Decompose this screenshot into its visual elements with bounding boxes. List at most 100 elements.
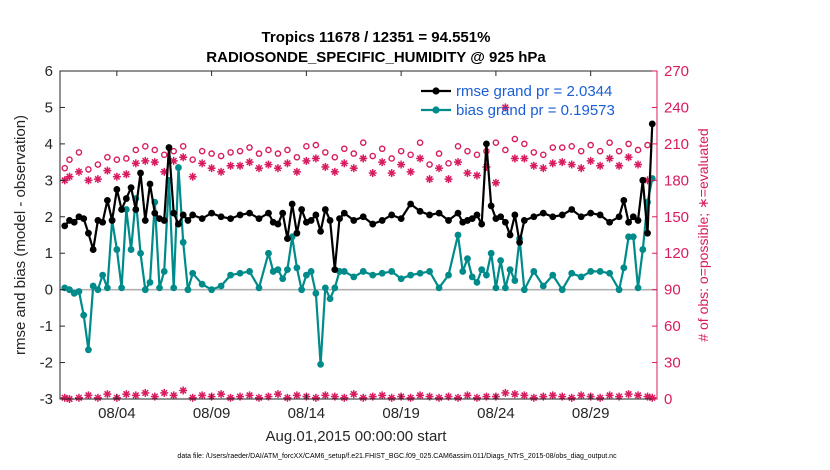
bias-point	[175, 164, 182, 171]
possible-count-marker	[132, 146, 140, 154]
bias-point	[217, 282, 225, 290]
star-stroke	[94, 175, 102, 183]
evaluated-count-marker	[330, 167, 339, 176]
rmse-point	[70, 218, 78, 226]
bottom-count-marker	[387, 393, 396, 402]
rmse-point	[236, 211, 244, 219]
bias-point	[459, 268, 467, 275]
rmse-point	[644, 229, 651, 237]
bottom-count-marker	[255, 393, 263, 402]
evaluated-count-marker	[103, 166, 112, 175]
evaluated-count-marker	[188, 172, 197, 181]
evaluated-count-marker	[131, 159, 140, 168]
rmse-point	[137, 169, 144, 177]
rmse-point	[577, 213, 585, 221]
evaluated-count-marker	[217, 167, 226, 176]
rmse-point	[473, 211, 481, 219]
bias-point	[549, 271, 557, 279]
bottom-count-marker	[577, 391, 586, 400]
bias-point	[511, 277, 519, 284]
star-stroke	[539, 393, 547, 400]
star-stroke	[179, 153, 187, 161]
bias-point	[445, 271, 452, 279]
rmse-point	[160, 217, 168, 224]
star-stroke	[435, 394, 443, 402]
bottom-count-marker	[624, 390, 633, 399]
rmse-point	[516, 238, 523, 246]
bias-point	[350, 273, 358, 281]
x-tick-label: 08/14	[288, 405, 326, 422]
star-stroke	[502, 389, 509, 397]
bias-point	[464, 255, 471, 263]
rmse-point	[118, 206, 125, 213]
star-stroke	[388, 394, 395, 402]
bias-point	[473, 278, 481, 286]
rmse-point	[497, 213, 505, 221]
bias-point	[359, 268, 367, 275]
star-stroke	[568, 161, 576, 168]
possible-count-marker	[615, 147, 623, 155]
bottom-count-marker	[217, 390, 226, 399]
evaluated-count-marker	[236, 161, 245, 170]
possible-count-marker	[217, 152, 225, 160]
rmse-point	[549, 213, 557, 221]
bottom-count-marker	[444, 392, 453, 401]
bias-point	[501, 284, 509, 292]
star-stroke	[539, 164, 547, 172]
bottom-count-marker	[283, 393, 292, 402]
evaluated-count-marker	[302, 156, 311, 165]
bias-point	[246, 268, 253, 275]
possible-count-marker	[606, 139, 613, 146]
bottom-count-marker	[188, 393, 197, 402]
bottom-count-marker	[648, 393, 657, 402]
possible-count-marker	[340, 145, 348, 153]
legend-rmse-marker	[432, 87, 440, 95]
y-tick-label: 0	[45, 282, 53, 299]
star-stroke	[170, 157, 178, 165]
star-stroke	[369, 393, 377, 400]
rmse-point	[151, 209, 159, 217]
rmse-point	[85, 229, 92, 237]
rmse-point	[416, 207, 424, 215]
y-right-tick-label: 210	[664, 136, 689, 153]
star-stroke	[312, 155, 320, 162]
bias-point	[307, 268, 315, 275]
y-tick-label: 4	[45, 136, 53, 153]
rmse-point	[445, 217, 452, 224]
evaluated-count-marker	[292, 167, 301, 176]
possible-count-marker	[312, 141, 320, 149]
bias-point	[265, 249, 272, 257]
rmse-point	[606, 218, 614, 226]
possible-count-marker	[75, 149, 83, 156]
y-right-tick-label: 60	[664, 318, 681, 335]
possible-count-marker	[530, 149, 538, 156]
rmse-point	[435, 209, 443, 217]
possible-count-marker	[644, 141, 651, 149]
y-right-tick-label: 270	[664, 63, 689, 80]
bottom-count-marker	[510, 390, 519, 399]
possible-count-marker	[388, 155, 395, 162]
star-stroke	[274, 390, 282, 398]
rmse-point	[127, 184, 135, 192]
y-right-tick-label: 0	[664, 391, 672, 408]
possible-count-marker	[189, 156, 196, 163]
star-stroke	[464, 169, 471, 177]
star-stroke	[217, 168, 225, 176]
y-axis-label: rmse and bias (model - observation)	[12, 115, 29, 355]
evaluated-count-marker	[150, 158, 159, 167]
y-tick-label: -1	[40, 318, 53, 335]
star-stroke	[322, 392, 329, 399]
rmse-point	[89, 246, 97, 253]
possible-count-marker	[331, 153, 339, 161]
evaluated-count-marker	[264, 160, 273, 169]
possible-count-marker	[255, 150, 263, 157]
bias-point	[146, 278, 154, 286]
rmse-point	[175, 220, 182, 228]
bias-point	[184, 286, 192, 294]
star-stroke	[634, 392, 642, 399]
bottom-count-marker	[567, 393, 576, 402]
star-stroke	[473, 394, 481, 402]
rmse-point	[146, 180, 154, 188]
evaluated-count-marker	[397, 160, 406, 169]
bias-point	[331, 284, 339, 292]
